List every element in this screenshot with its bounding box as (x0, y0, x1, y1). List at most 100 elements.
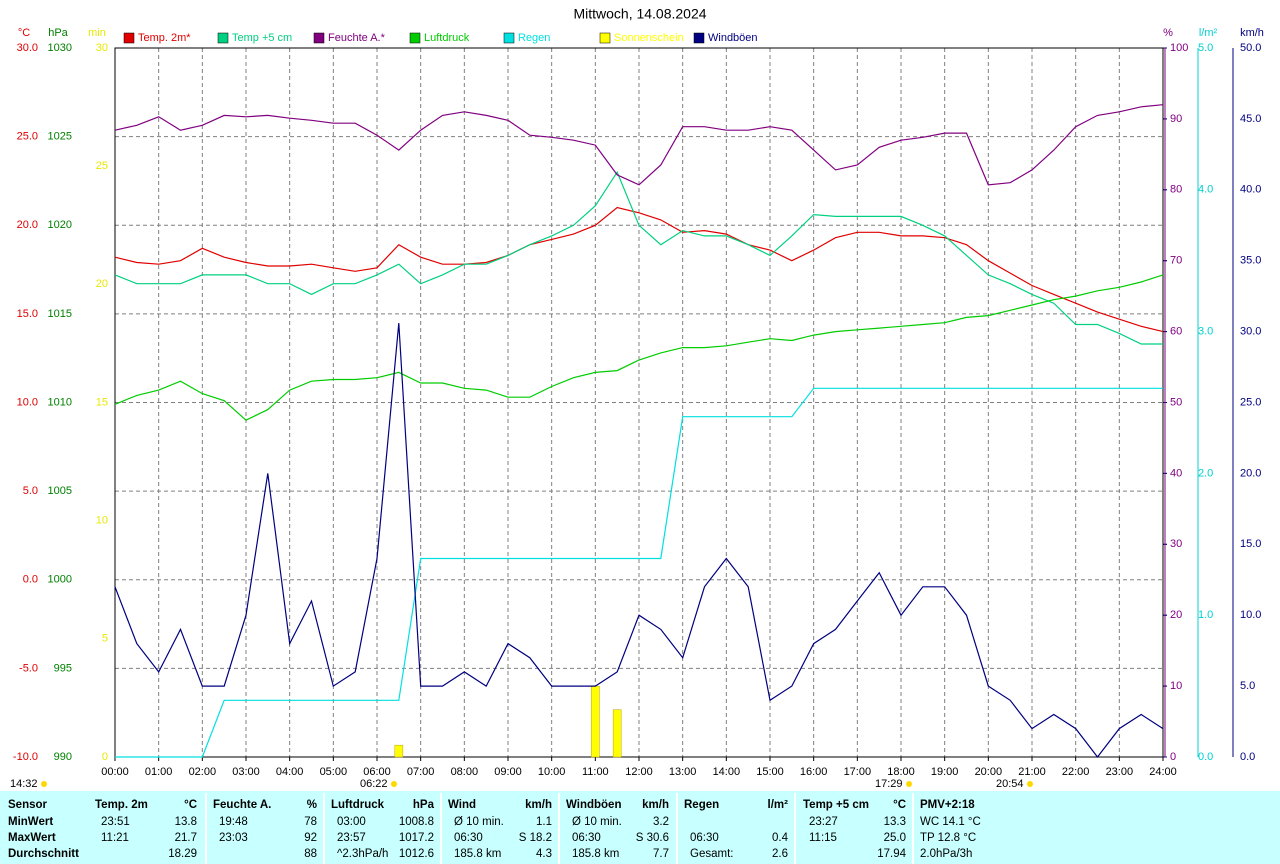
axis-label: % (1163, 27, 1173, 39)
column-unit: km/h (525, 799, 552, 811)
cell-text: ^2.3hPa/h (337, 848, 388, 860)
legend-swatch (313, 32, 325, 44)
legend-swatch (693, 32, 705, 44)
column-header: Sensor (8, 799, 48, 811)
x-tick-label: 20:00 (975, 766, 1003, 778)
x-tick-label: 04:00 (276, 766, 304, 778)
cell-text: 23:57 (337, 832, 366, 844)
y-tick-label: 5.0 (23, 485, 38, 497)
legend-label: Temp +5 cm (232, 32, 292, 44)
y-tick-label: 2.0 (1198, 467, 1213, 479)
sun-icon (391, 781, 397, 787)
cell-value: S 30.6 (636, 832, 669, 844)
sun-icon (1027, 781, 1033, 787)
y-tick-label: 1020 (48, 219, 72, 231)
cell-text: 03:00 (337, 816, 366, 828)
cell-value: 25.0 (884, 832, 906, 844)
chart-title: Mittwoch, 14.08.2024 (573, 6, 706, 22)
legend-label: Temp. 2m* (138, 32, 191, 44)
cell-value: 13.3 (884, 816, 906, 828)
y-tick-label: 30 (96, 42, 108, 54)
cell-value: 1008.8 (399, 816, 434, 828)
y-tick-label: 100 (1170, 42, 1188, 54)
y-tick-label: 20 (1170, 609, 1182, 621)
legend-label: Sonnenschein (614, 32, 684, 44)
cell-value: 4.3 (536, 848, 552, 860)
y-tick-label: 10 (1170, 680, 1182, 692)
x-tick-label: 09:00 (494, 766, 522, 778)
y-tick-label: 1010 (48, 396, 72, 408)
y-tick-label: 20 (96, 278, 108, 290)
x-tick-label: 15:00 (756, 766, 784, 778)
x-tick-label: 23:00 (1106, 766, 1134, 778)
x-tick-label: 05:00 (320, 766, 348, 778)
axis-label: min (88, 27, 106, 39)
cell-text: Ø 10 min. (454, 816, 504, 828)
x-tick-label: 06:00 (363, 766, 391, 778)
y-tick-label: 10.0 (17, 396, 38, 408)
y-tick-label: 40.0 (1240, 184, 1261, 196)
x-tick-label: 08:00 (451, 766, 479, 778)
annotation: 20:54 (996, 778, 1024, 790)
annotation: 14:32 (10, 778, 38, 790)
column-header: Windböen (566, 799, 621, 811)
y-tick-label: 50 (1170, 396, 1182, 408)
column-unit: °C (184, 799, 197, 811)
legend-label: Feuchte A.* (328, 32, 386, 44)
table-background (0, 791, 1280, 864)
x-tick-label: 14:00 (713, 766, 741, 778)
cell-text: Ø 10 min. (572, 816, 622, 828)
x-tick-label: 24:00 (1149, 766, 1177, 778)
x-tick-label: 19:00 (931, 766, 959, 778)
y-tick-label: 30.0 (1240, 326, 1261, 338)
cell-value: 78 (304, 816, 317, 828)
cell-text: 185.8 km (454, 848, 501, 860)
y-tick-label: 30.0 (17, 42, 38, 54)
y-tick-label: -10.0 (13, 751, 38, 763)
column-unit: km/h (642, 799, 669, 811)
cell-text: 11:21 (101, 832, 129, 844)
x-tick-label: 12:00 (625, 766, 653, 778)
y-tick-label: 25.0 (1240, 396, 1261, 408)
cell-value: 7.7 (653, 848, 669, 860)
cell-text: 2.0hPa/3h (920, 848, 972, 860)
y-tick-label: 0 (102, 751, 108, 763)
x-tick-label: 11:00 (582, 766, 609, 778)
y-tick-label: 5 (102, 633, 108, 645)
y-tick-label: 45.0 (1240, 113, 1261, 125)
column-unit: °C (893, 799, 906, 811)
y-tick-label: 25 (96, 160, 108, 172)
legend-label: Regen (518, 32, 550, 44)
y-tick-label: 1000 (48, 574, 72, 586)
y-tick-label: 1030 (48, 42, 72, 54)
cell-value: 21.7 (175, 832, 197, 844)
legend-label: Windböen (708, 32, 758, 44)
legend-swatch (409, 32, 421, 44)
y-tick-label: -5.0 (19, 662, 38, 674)
y-tick-label: 15 (96, 396, 108, 408)
column-header: Luftdruck (331, 799, 385, 811)
y-tick-label: 60 (1170, 326, 1182, 338)
y-tick-label: 50.0 (1240, 42, 1261, 54)
y-tick-label: 1005 (48, 485, 72, 497)
cell-value: 0.4 (772, 832, 789, 844)
legend-swatch (217, 32, 229, 44)
row-label: Durchschnitt (8, 848, 79, 860)
y-tick-label: 20.0 (17, 219, 38, 231)
y-tick-label: 0.0 (23, 574, 38, 586)
cell-text: 23:51 (101, 816, 130, 828)
cell-value: 1017.2 (399, 832, 434, 844)
axis-label: hPa (48, 27, 68, 39)
legend-label: Luftdruck (424, 32, 470, 44)
y-tick-label: 1025 (48, 131, 72, 143)
y-tick-label: 0.0 (1240, 751, 1255, 763)
x-tick-label: 16:00 (800, 766, 828, 778)
x-tick-label: 07:00 (407, 766, 435, 778)
cell-value: 13.8 (175, 816, 197, 828)
column-unit: l/m² (768, 799, 789, 811)
x-tick-label: 01:00 (145, 766, 173, 778)
sun-icon (41, 781, 47, 787)
y-tick-label: 0.0 (1198, 751, 1213, 763)
cell-text: Gesamt: (690, 848, 733, 860)
